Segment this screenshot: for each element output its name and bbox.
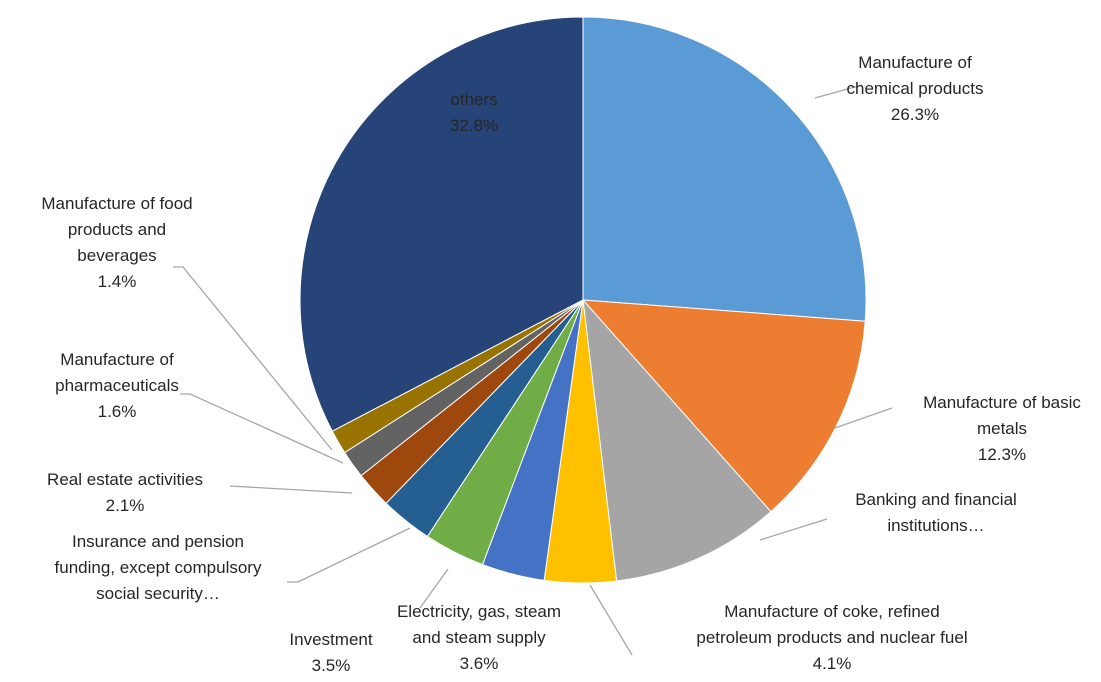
slice-data-label: others 32.8% bbox=[450, 90, 498, 135]
slice-percent-label: 12.3% bbox=[978, 445, 1026, 464]
slice-category-label: metals bbox=[977, 419, 1027, 438]
slice-data-label: Manufacture of pharmaceuticals 1.6% bbox=[55, 350, 179, 421]
leader-lines-layer bbox=[173, 84, 893, 656]
slice-category-label: chemical products bbox=[846, 79, 983, 98]
pie-slice[interactable] bbox=[582, 16, 867, 322]
slice-data-label: Real estate activities 2.1% bbox=[47, 470, 203, 515]
leader-line bbox=[180, 393, 344, 464]
slice-category-label: Manufacture of bbox=[858, 53, 972, 72]
slice-category-label: social security… bbox=[96, 584, 220, 603]
leader-line bbox=[419, 568, 449, 609]
leader-line bbox=[834, 407, 893, 429]
leader-line bbox=[589, 584, 633, 656]
slice-percent-label: 4.1% bbox=[813, 654, 852, 673]
slice-category-label: Electricity, gas, steam bbox=[397, 602, 561, 621]
leader-line bbox=[759, 518, 828, 541]
slice-category-label: beverages bbox=[77, 246, 156, 265]
slice-data-label: Investment 3.5% bbox=[289, 630, 372, 675]
slice-category-label: Manufacture of coke, refined bbox=[724, 602, 939, 621]
slice-data-label: Electricity, gas, steam and steam supply 3… bbox=[397, 602, 561, 673]
leader-line bbox=[814, 84, 863, 99]
slice-category-label: and steam supply bbox=[412, 628, 546, 647]
slice-percent-label: 32.8% bbox=[450, 116, 498, 135]
leader-line bbox=[229, 485, 353, 494]
slice-percent-label: 2.1% bbox=[106, 496, 145, 515]
slice-category-label: products and bbox=[68, 220, 166, 239]
pie-slice[interactable] bbox=[581, 299, 866, 513]
slice-category-label: Manufacture of food bbox=[41, 194, 192, 213]
slice-category-label: funding, except compulsory bbox=[55, 558, 262, 577]
slice-percent-label: 3.5% bbox=[312, 656, 351, 675]
slice-percent-label: 26.3% bbox=[891, 105, 939, 124]
slice-percent-label: 1.6% bbox=[98, 402, 137, 421]
slice-category-label: petroleum products and nuclear fuel bbox=[696, 628, 967, 647]
slices-layer bbox=[299, 16, 867, 584]
slice-data-label: Manufacture of basic metals 12.3% bbox=[923, 393, 1081, 464]
slice-percent-label: 3.6% bbox=[460, 654, 499, 673]
slice-category-label: Manufacture of bbox=[60, 350, 174, 369]
slice-category-label: Manufacture of basic bbox=[923, 393, 1081, 412]
slice-category-label: pharmaceuticals bbox=[55, 376, 179, 395]
slice-percent-label: 1.4% bbox=[98, 272, 137, 291]
slice-category-label: Insurance and pension bbox=[72, 532, 244, 551]
slice-category-label: Real estate activities bbox=[47, 470, 203, 489]
slice-category-label: Banking and financial bbox=[855, 490, 1017, 509]
leader-line bbox=[287, 527, 411, 583]
slice-category-label: others bbox=[450, 90, 497, 109]
pie-slice[interactable] bbox=[299, 16, 584, 432]
leader-line bbox=[173, 266, 333, 451]
slice-category-label: institutions… bbox=[887, 516, 984, 535]
slice-data-label: Manufacture of food products and beverages… bbox=[41, 194, 192, 291]
slice-data-label: Banking and financial institutions… bbox=[855, 490, 1017, 535]
slice-data-label: Insurance and pension funding, except com… bbox=[55, 532, 262, 603]
slice-data-label: Manufacture of coke, refined petroleum pr… bbox=[696, 602, 967, 673]
slice-data-label: Manufacture of chemical products 26.3% bbox=[846, 53, 983, 124]
pie-slice[interactable] bbox=[582, 298, 772, 582]
slice-category-label: Investment bbox=[289, 630, 372, 649]
